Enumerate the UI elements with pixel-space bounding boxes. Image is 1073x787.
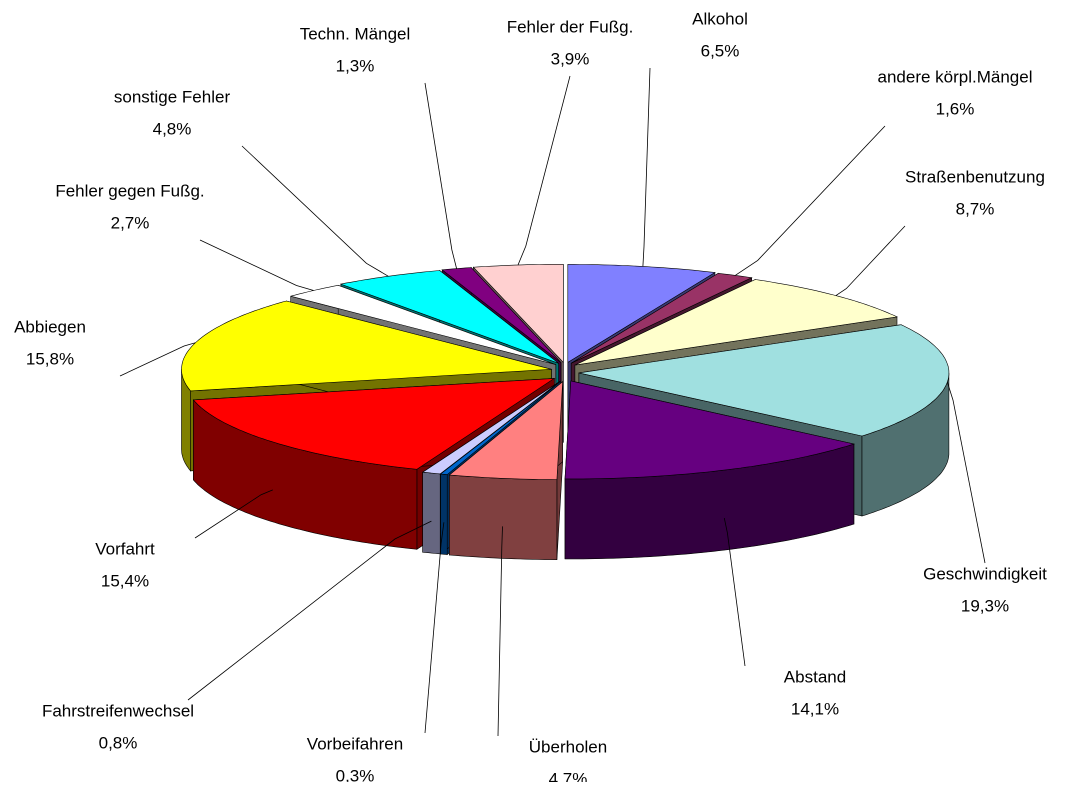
slice-value-label: 19,3%: [961, 596, 1009, 615]
leader-line: [424, 522, 445, 734]
slice-label: Abstand: [784, 667, 846, 686]
slice-value-label: 0,8%: [99, 733, 138, 752]
slice-label: Fahrstreifenwechsel: [42, 701, 194, 720]
slice-value-label: 4,8%: [153, 119, 192, 138]
leader-line: [723, 518, 746, 667]
slice-value-label: 14,1%: [791, 699, 839, 718]
slice: [421, 380, 561, 475]
slice-label: Überholen: [529, 737, 607, 756]
slice-label: Geschwindigkeit: [923, 564, 1047, 583]
slice-side: [449, 474, 558, 561]
slice-label: Straßenbenutzung: [905, 167, 1045, 186]
slice: [192, 378, 556, 470]
slice-value-label: 2,7%: [111, 213, 150, 232]
leader-line: [642, 67, 651, 267]
slice-label: Abbiegen: [14, 317, 86, 336]
slice: [564, 380, 856, 480]
slice-label: sonstige Fehler: [114, 87, 231, 106]
leader-line: [946, 381, 986, 564]
slice-sides: [181, 369, 950, 561]
slice-label: Vorbeifahren: [307, 734, 403, 753]
leader-line: [734, 125, 886, 276]
slice-side: [422, 471, 441, 555]
slice-value-label: 15,4%: [101, 571, 149, 590]
slice-value-label: 6,5%: [701, 41, 740, 60]
leader-line: [497, 526, 503, 737]
slice-value-label: 1,6%: [936, 99, 975, 118]
slice-value-label: 3,9%: [551, 49, 590, 68]
slice-value-label: 15,8%: [26, 349, 74, 368]
slice-label: Vorfahrt: [95, 539, 155, 558]
leader-line: [119, 342, 196, 377]
slice-label: Fehler gegen Fußg.: [55, 181, 204, 200]
slice-label: Alkohol: [692, 9, 748, 28]
slice-tops: [181, 264, 950, 481]
slice-value-label: 0,3%: [336, 766, 375, 782]
leader-line: [424, 82, 457, 269]
slice-value-label: 1,3%: [336, 56, 375, 75]
slice-label: Fehler der Fußg.: [507, 17, 634, 36]
slice-label: Techn. Mängel: [300, 24, 411, 43]
leader-line: [241, 145, 389, 277]
leader-line: [199, 239, 314, 291]
slice: [439, 381, 561, 475]
slice: [567, 264, 716, 363]
leader-line: [194, 489, 273, 539]
slice-label: andere körpl.Mängel: [878, 67, 1033, 86]
slice-value-label: 4,7%: [549, 769, 588, 782]
leader-line: [517, 75, 571, 266]
slice: [448, 381, 564, 481]
leader-line: [187, 520, 432, 701]
slice-value-label: 8,7%: [956, 199, 995, 218]
leader-line: [835, 225, 906, 296]
